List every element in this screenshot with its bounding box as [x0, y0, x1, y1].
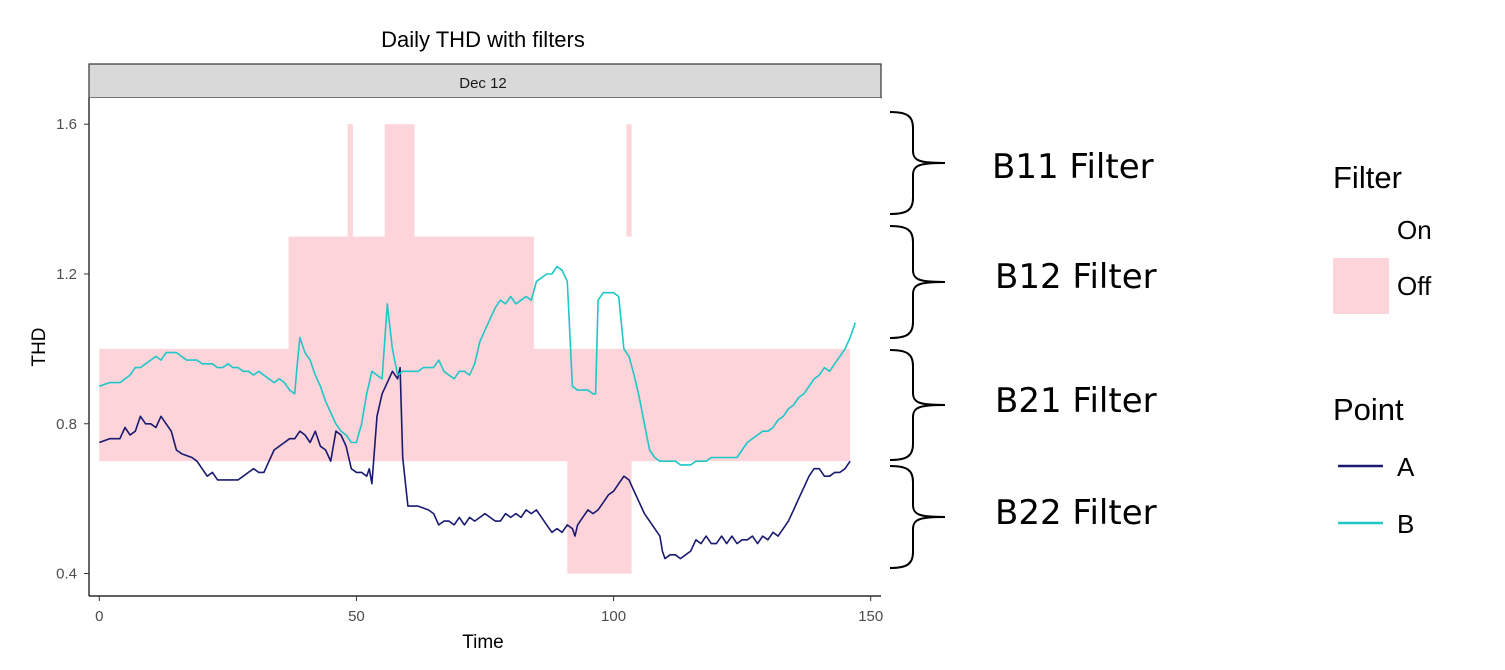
bracket-label-3: B21 Filter — [995, 381, 1157, 421]
off-region-b11-1 — [384, 124, 415, 237]
y-tick-label: 0.8 — [56, 416, 77, 433]
x-tick-label: 0 — [95, 608, 103, 625]
x-ticks: 0 50 100 150 — [95, 596, 883, 625]
y-ticks: 0.4 0.8 1.2 1.6 — [56, 116, 89, 583]
off-region-b11-2 — [626, 124, 632, 237]
series-line-a — [99, 366, 851, 560]
legend-key-on — [1333, 202, 1389, 258]
facet-label: Dec 12 — [459, 75, 507, 92]
off-regions — [99, 124, 851, 574]
filter-brackets: B11 Filter B12 Filter B21 Filter B22 Filter — [889, 111, 1157, 569]
bracket-3 — [889, 349, 946, 461]
y-tick-label: 1.2 — [56, 266, 77, 283]
y-tick-label: 1.6 — [56, 116, 77, 133]
x-axis-title: Time — [462, 632, 504, 653]
legend: Filter On Off Point AB — [1333, 160, 1432, 539]
y-axis-title: THD — [29, 327, 50, 366]
legend-label-b: B — [1397, 509, 1414, 539]
off-region-b11-0 — [347, 124, 353, 237]
legend-title-point: Point — [1333, 392, 1404, 427]
bracket-4 — [889, 465, 946, 569]
bracket-label-1: B11 Filter — [992, 147, 1154, 187]
x-tick-label: 150 — [858, 608, 883, 625]
bracket-label-2: B12 Filter — [995, 257, 1157, 297]
series-line-b — [99, 265, 857, 466]
chart-title: Daily THD with filters — [381, 27, 585, 52]
off-region-b12-3 — [288, 236, 534, 349]
legend-label-off: Off — [1397, 271, 1432, 301]
series-lines — [99, 265, 857, 560]
legend-label-on: On — [1397, 215, 1432, 245]
legend-label-a: A — [1397, 452, 1415, 482]
y-tick-label: 0.4 — [56, 566, 77, 583]
bracket-2 — [889, 225, 946, 339]
facet-strip — [88, 63, 882, 99]
off-region-b21-4 — [99, 348, 851, 462]
legend-key-off — [1333, 258, 1389, 314]
x-tick-label: 50 — [348, 608, 365, 625]
x-tick-label: 100 — [601, 608, 626, 625]
legend-title-filter: Filter — [1333, 160, 1402, 195]
bracket-1 — [889, 111, 946, 215]
bracket-label-4: B22 Filter — [995, 493, 1157, 533]
